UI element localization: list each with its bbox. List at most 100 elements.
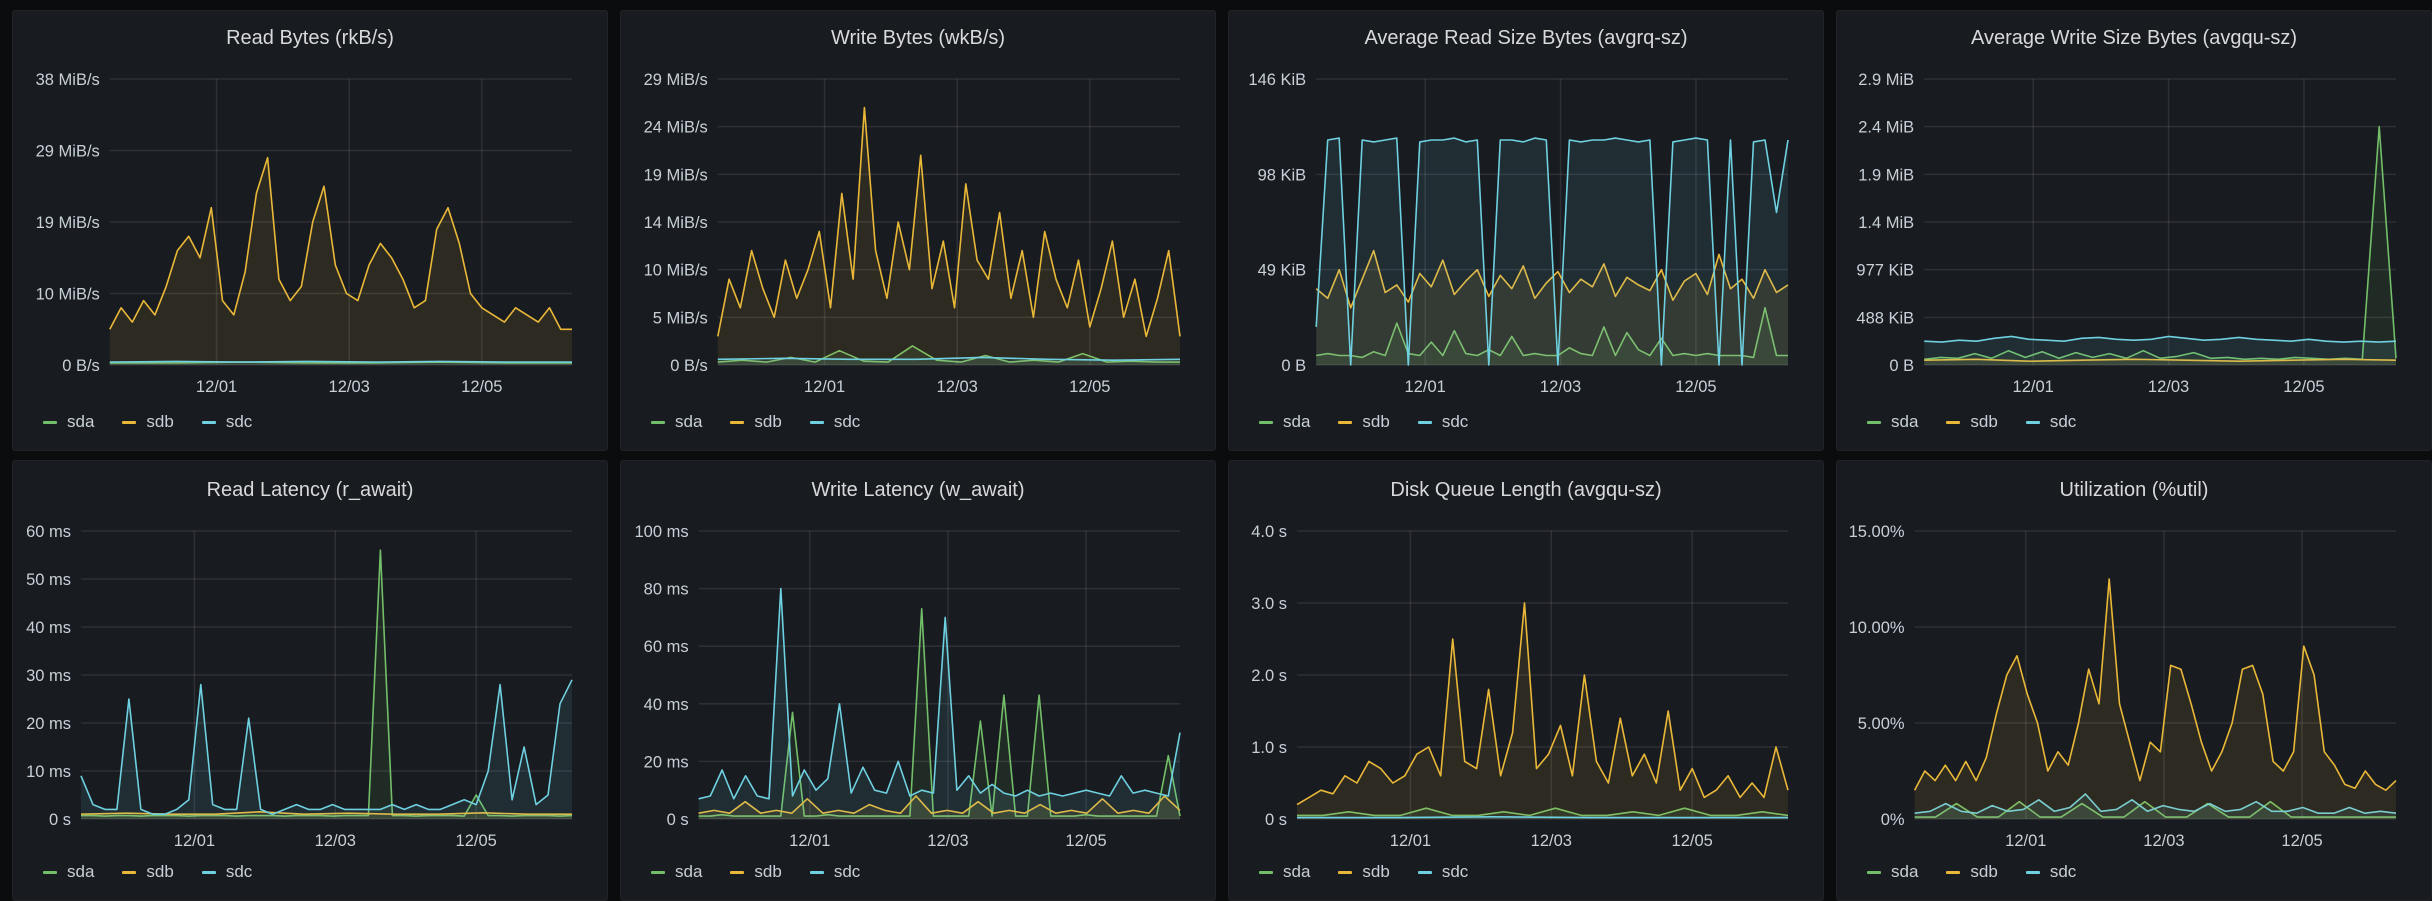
graph-utilization[interactable]: 0% 5.00% 10.00% 15.00% 12/01 12/03 12/05 bbox=[1837, 461, 2432, 901]
panel-title[interactable]: Write Latency (w_await) bbox=[811, 479, 1025, 501]
legend-item-sda[interactable]: sda bbox=[1867, 412, 1918, 432]
legend-item-sda[interactable]: sda bbox=[43, 862, 94, 882]
legend-item-sdc[interactable]: sdc bbox=[201, 862, 252, 882]
legend-item-sdb[interactable]: sdb bbox=[730, 862, 782, 882]
legend-item-sda[interactable]: sda bbox=[1259, 862, 1310, 882]
graph-read-latency[interactable]: 0 s 10 ms 20 ms 30 ms 40 ms 50 ms 60 ms 12/01 12… bbox=[13, 461, 608, 901]
legend-item-sdc[interactable]: sdc bbox=[2025, 862, 2076, 882]
legend-label: sda bbox=[675, 862, 703, 881]
legend-item-sdb[interactable]: sdb bbox=[122, 412, 174, 432]
x-tick-label: 12/05 bbox=[461, 378, 502, 396]
panel-title[interactable]: Write Bytes (wkB/s) bbox=[830, 27, 1006, 49]
legend-item-sdb[interactable]: sdb bbox=[730, 412, 782, 432]
y-tick-label: 5.00% bbox=[1858, 715, 1905, 733]
legend-item-sda[interactable]: sda bbox=[651, 412, 702, 432]
panel-title[interactable]: Read Latency (r_await) bbox=[206, 479, 414, 501]
legend: sda sdb sdc bbox=[651, 862, 860, 882]
panel-title[interactable]: Average Write Size Bytes (avgqu-sz) bbox=[1970, 27, 2298, 49]
x-tick-label: 12/03 bbox=[1531, 832, 1572, 850]
y-tick-label: 19 MiB/s bbox=[36, 214, 100, 232]
legend-item-sdc[interactable]: sdc bbox=[1417, 412, 1469, 432]
y-tick-label: 40 ms bbox=[26, 619, 71, 637]
legend-item-sdb[interactable]: sdb bbox=[1338, 412, 1390, 432]
series-line-sdc bbox=[698, 587, 1181, 800]
panel-avg-write-size[interactable]: Average Write Size Bytes (avgqu-sz) 0 B 48… bbox=[1836, 10, 2432, 451]
series-line-sdc bbox=[1924, 335, 2397, 343]
legend-label: sdb bbox=[754, 862, 782, 881]
y-tick-label: 40 ms bbox=[644, 696, 689, 714]
legend-swatch-icon bbox=[201, 870, 216, 874]
panel-title[interactable]: Utilization (%util) bbox=[2059, 479, 2209, 501]
series-area-sdc bbox=[1914, 794, 2396, 819]
panel-write-latency[interactable]: Write Latency (w_await) 0 s 20 ms 40 ms 60 m… bbox=[620, 460, 1216, 901]
legend-item-sdc[interactable]: sdc bbox=[201, 412, 252, 432]
x-tick-label: 12/03 bbox=[329, 378, 370, 396]
legend: sda sdb sdc bbox=[1867, 412, 2076, 432]
graph-avg-write-size[interactable]: 0 B 488 KiB 977 KiB 1.4 MiB 1.9 MiB 2.4 MiB 2.… bbox=[1837, 11, 2432, 451]
legend-item-sda[interactable]: sda bbox=[1867, 862, 1918, 882]
legend-item-sda[interactable]: sda bbox=[1259, 412, 1310, 432]
series-line-sdc bbox=[717, 356, 1181, 361]
legend-swatch-icon bbox=[730, 420, 745, 424]
graph-write-bytes[interactable]: 0 B/s 5 MiB/s 10 MiB/s 14 MiB/s 19 MiB/s 24 M… bbox=[621, 11, 1216, 451]
series-line-sdb bbox=[1315, 249, 1789, 309]
y-tick-label: 3.0 s bbox=[1251, 595, 1287, 613]
legend-swatch-icon bbox=[1259, 420, 1273, 424]
legend-item-sdc[interactable]: sdc bbox=[809, 412, 861, 432]
series-line-sda bbox=[698, 608, 1181, 817]
legend-item-sda[interactable]: sda bbox=[43, 412, 94, 432]
y-tick-label: 38 MiB/s bbox=[36, 71, 100, 89]
y-tick-label: 24 MiB/s bbox=[644, 119, 708, 137]
panel-disk-queue-length[interactable]: Disk Queue Length (avgqu-sz) 0 s 1.0 s 2.0 … bbox=[1228, 460, 1824, 901]
y-tick-label: 488 KiB bbox=[1856, 309, 1914, 327]
panel-title[interactable]: Read Bytes (rkB/s) bbox=[226, 27, 394, 49]
x-tick-label: 12/01 bbox=[2013, 378, 2054, 396]
y-tick-label: 1.9 MiB bbox=[1858, 166, 1914, 184]
panel-title[interactable]: Disk Queue Length (avgqu-sz) bbox=[1390, 479, 1662, 501]
y-tick-label: 10 ms bbox=[26, 763, 71, 781]
panel-write-bytes[interactable]: Write Bytes (wkB/s) 0 B/s 5 MiB/s 10 MiB/s 1… bbox=[620, 10, 1216, 451]
legend-item-sdc[interactable]: sdc bbox=[1417, 862, 1468, 882]
legend-label: sdc bbox=[1441, 412, 1469, 431]
y-tick-label: 0% bbox=[1881, 811, 1905, 829]
legend-label: sda bbox=[1283, 412, 1311, 431]
graph-avg-read-size[interactable]: 0 B 49 KiB 98 KiB 146 KiB 12/01 12/03 12/05 bbox=[1229, 11, 1824, 451]
legend-item-sdb[interactable]: sdb bbox=[1946, 862, 1998, 882]
legend-item-sda[interactable]: sda bbox=[651, 862, 702, 882]
series-line-sdc bbox=[1914, 793, 2397, 814]
legend-item-sdb[interactable]: sdb bbox=[122, 862, 174, 882]
panel-utilization[interactable]: Utilization (%util) 0% 5.00% 10.00% 15.00% 12… bbox=[1836, 460, 2432, 901]
y-tick-label: 29 MiB/s bbox=[644, 71, 708, 89]
panel-title[interactable]: Average Read Size Bytes (avgrq-sz) bbox=[1364, 27, 1688, 49]
legend-label: sdb bbox=[1970, 862, 1998, 881]
x-tick-label: 12/03 bbox=[2143, 832, 2184, 850]
legend-label: sdb bbox=[754, 412, 782, 431]
legend-item-sdc[interactable]: sdc bbox=[2025, 412, 2076, 432]
legend-item-sdc[interactable]: sdc bbox=[809, 862, 860, 882]
panel-read-latency[interactable]: Read Latency (r_await) 0 s 10 ms 20 ms 30 ms… bbox=[12, 460, 608, 901]
x-tick-label: 12/03 bbox=[2148, 378, 2189, 396]
legend-item-sdb[interactable]: sdb bbox=[1338, 862, 1390, 882]
y-tick-label: 15.00% bbox=[1849, 523, 1905, 541]
series-line-sda bbox=[1316, 307, 1788, 359]
y-tick-label: 2.9 MiB bbox=[1858, 71, 1914, 89]
legend-swatch-icon bbox=[43, 870, 57, 874]
legend-label: sdc bbox=[833, 412, 861, 431]
series-line-sdb bbox=[1924, 358, 2397, 362]
graph-write-latency[interactable]: 0 s 20 ms 40 ms 60 ms 80 ms 100 ms 12/01 12/03 1… bbox=[621, 461, 1216, 901]
graph-disk-queue-length[interactable]: 0 s 1.0 s 2.0 s 3.0 s 4.0 s 12/01 12/03 12/05 bbox=[1229, 461, 1824, 901]
panel-avg-read-size[interactable]: Average Read Size Bytes (avgrq-sz) 0 B 49 … bbox=[1228, 10, 1824, 451]
legend-swatch-icon bbox=[122, 420, 137, 424]
x-tick-label: 12/03 bbox=[927, 832, 968, 850]
legend: sda sdb sdc bbox=[651, 412, 860, 432]
legend-item-sdb[interactable]: sdb bbox=[1946, 412, 1998, 432]
y-tick-label: 0 B/s bbox=[62, 357, 100, 375]
graph-read-bytes[interactable]: 0 B/s 10 MiB/s 19 MiB/s 29 MiB/s 38 MiB/s 12/… bbox=[13, 11, 608, 451]
series-line-sdc bbox=[109, 360, 572, 363]
x-tick-label: 12/03 bbox=[1540, 378, 1581, 396]
x-tick-label: 12/01 bbox=[804, 378, 845, 396]
series-area-sdb bbox=[717, 107, 1180, 365]
legend: sda sdb sdc bbox=[1867, 862, 2076, 882]
legend-swatch-icon bbox=[1417, 870, 1432, 874]
panel-read-bytes[interactable]: Read Bytes (rkB/s) 0 B/s 10 MiB/s 19 MiB/s 2… bbox=[12, 10, 608, 451]
